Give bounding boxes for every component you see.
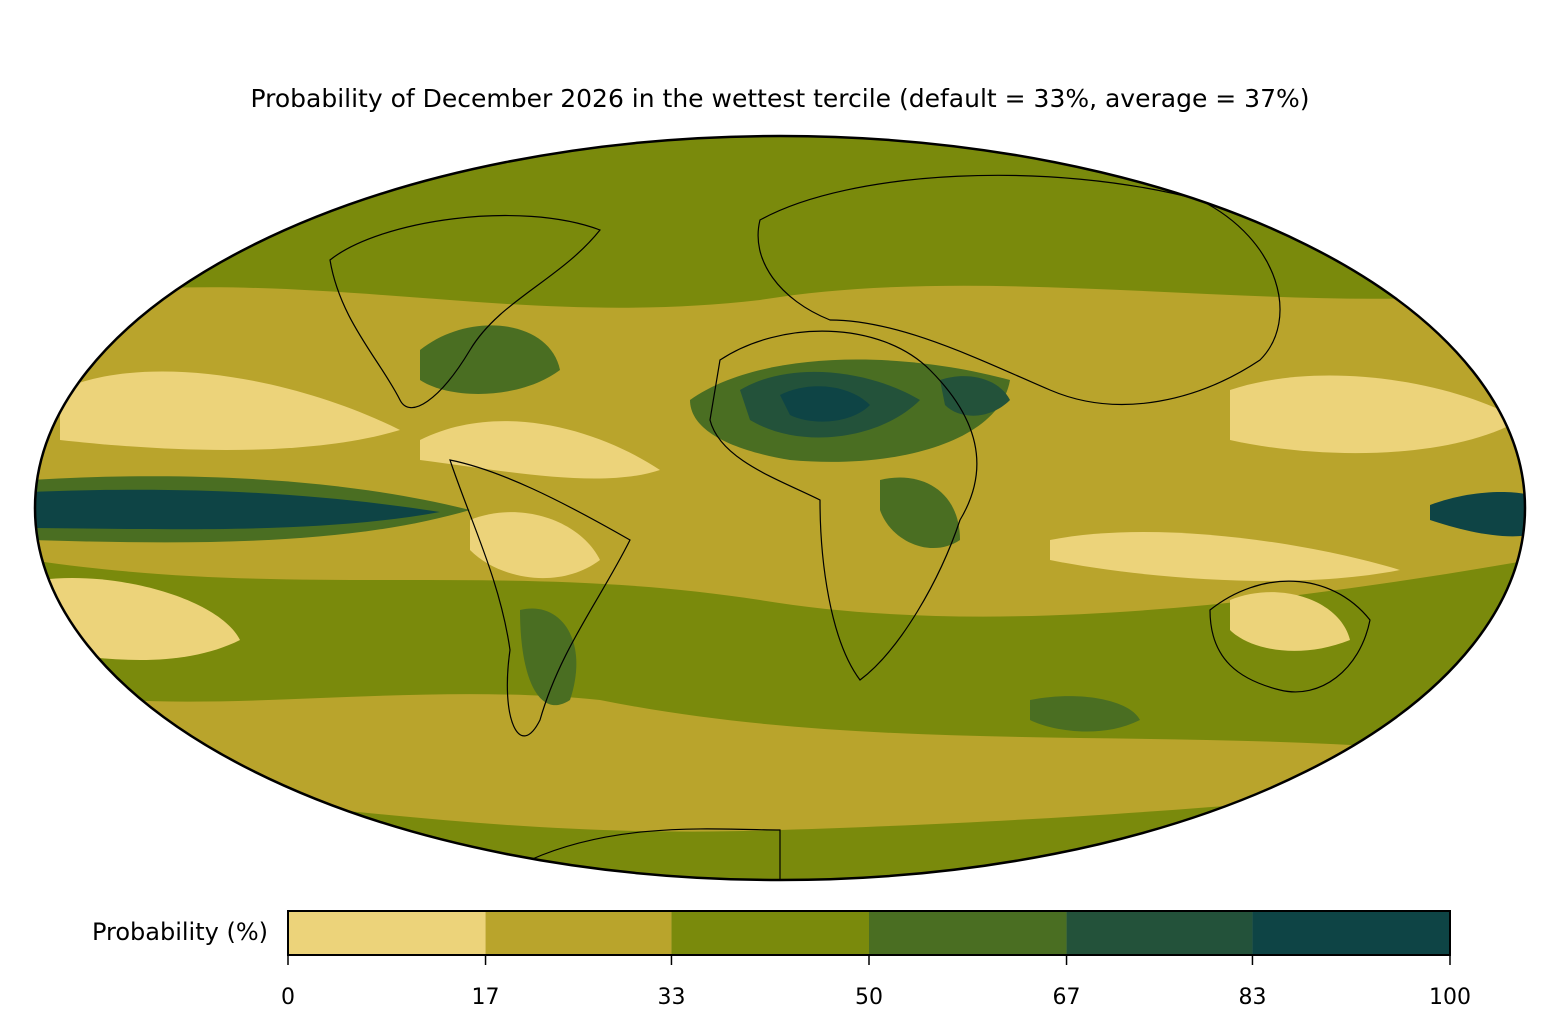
probability-field [35, 136, 1525, 880]
colorbar-segment [1066, 911, 1253, 955]
colorbar-tick-label: 17 [472, 985, 500, 1010]
globe-outline [33, 134, 1527, 882]
colorbar-segment [671, 911, 869, 955]
colorbar: 0 17 33 50 67 83 100 [281, 910, 1471, 1010]
colorbar-segment [869, 911, 1067, 955]
colorbar-tick-label: 83 [1238, 985, 1266, 1010]
colorbar-segment [288, 911, 486, 955]
colorbar-tick-label: 100 [1429, 985, 1471, 1010]
colorbar-tick-label: 0 [281, 985, 295, 1010]
colorbar-tick-label: 33 [657, 985, 685, 1010]
colorbar-segment [485, 911, 672, 955]
colorbar-tick-label: 67 [1053, 985, 1081, 1010]
colorbar-segment [1252, 911, 1450, 955]
colorbar-label: Probability (%) [92, 918, 268, 946]
map-title: Probability of December 2026 in the wett… [251, 84, 1310, 113]
colorbar-tick-label: 50 [855, 985, 883, 1010]
